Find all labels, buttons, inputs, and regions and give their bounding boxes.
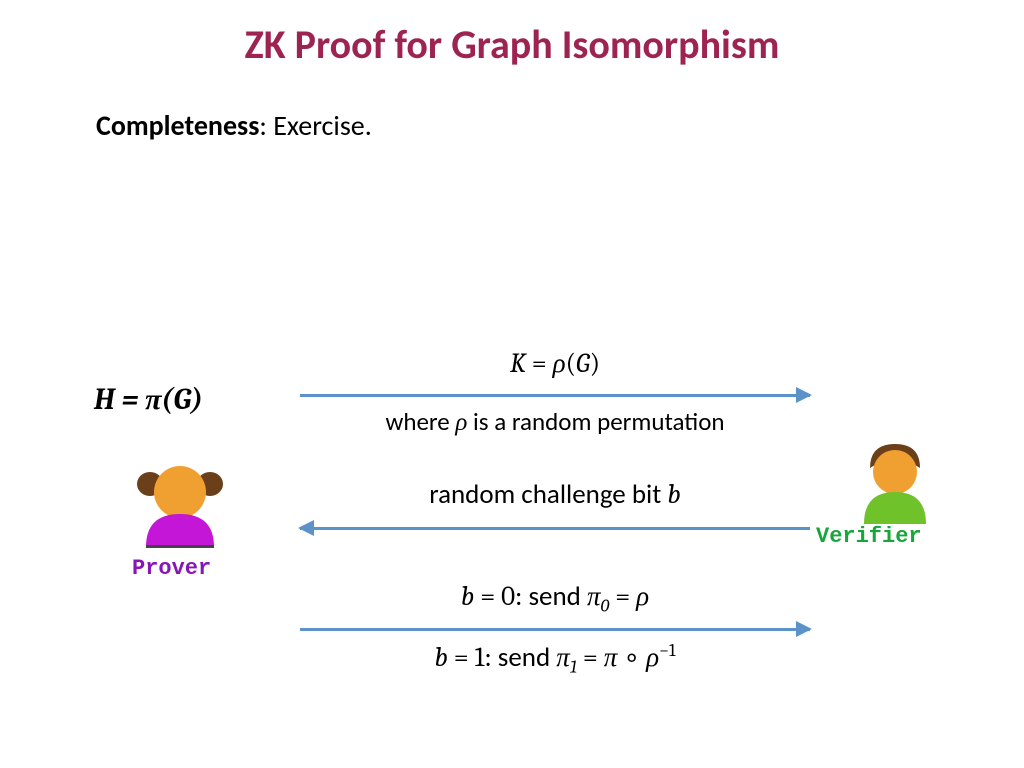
arrow-2-left	[300, 527, 810, 531]
msg3-bottom: b = 1: send π1 = π ∘ ρ−1	[300, 640, 810, 677]
msg1-bottom: where ρ is a random permutation	[300, 406, 810, 437]
prover-label: Prover	[132, 556, 211, 581]
arrow-1-right	[300, 394, 810, 398]
arrow-3-right	[300, 628, 810, 632]
msg2: random challenge bit b	[300, 478, 810, 511]
verifier-avatar-icon	[850, 438, 940, 528]
prover-equation: H = π(G)	[94, 382, 203, 417]
subtitle: Completeness: Exercise.	[96, 108, 372, 143]
msg3-top: b = 0: send π0 = ρ	[300, 580, 810, 616]
prover-avatar-icon	[130, 450, 230, 550]
msg1-top: K = ρ(G)	[300, 348, 810, 379]
subtitle-rest: : Exercise.	[259, 108, 371, 143]
verifier-label: Verifier	[816, 524, 922, 549]
slide-title: ZK Proof for Graph Isomorphism	[0, 20, 1024, 69]
subtitle-bold: Completeness	[96, 108, 259, 143]
slide: ZK Proof for Graph Isomorphism Completen…	[0, 0, 1024, 768]
